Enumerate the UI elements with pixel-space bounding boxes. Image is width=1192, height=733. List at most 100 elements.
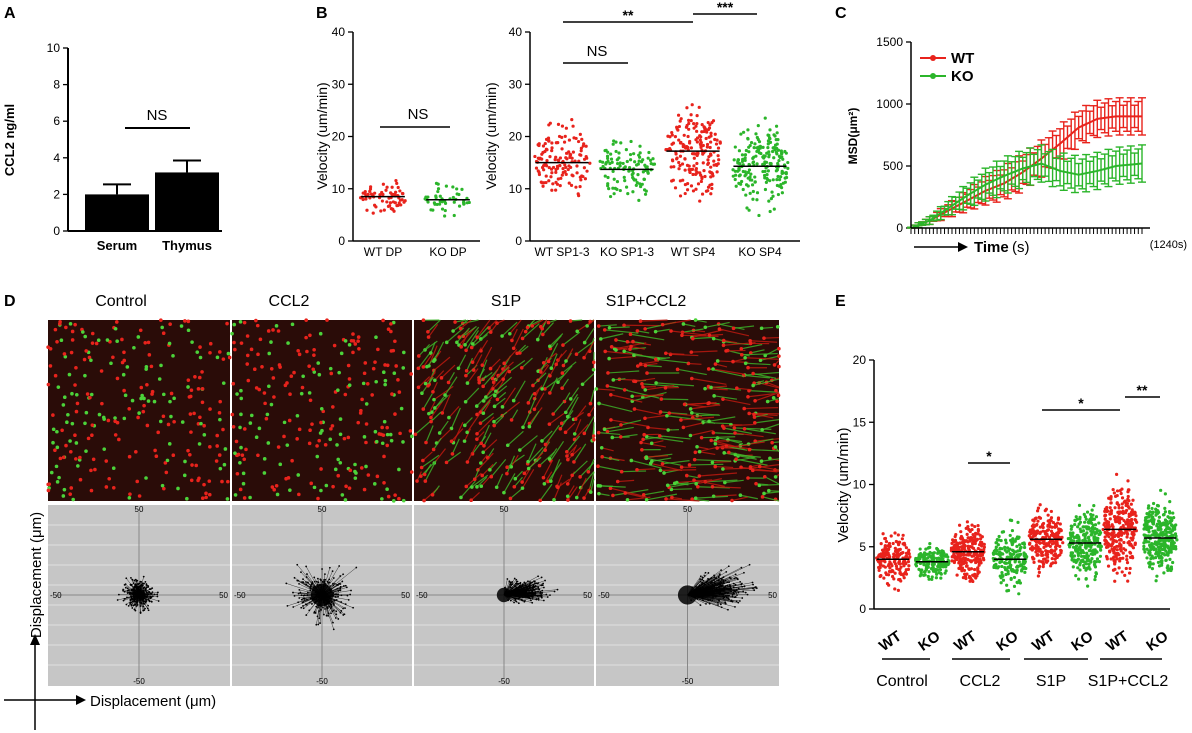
data-point [572,136,576,140]
d-cell-track [561,361,577,374]
data-point [736,169,740,173]
d-cell-track [723,427,752,435]
data-point [440,207,445,211]
d-cell [500,405,505,409]
d-cell [310,422,314,426]
d-cell [763,474,767,479]
d-cell-track [646,457,681,466]
d-track-end [317,623,320,626]
d-cell [693,318,698,322]
d-cell [430,492,435,497]
d-cell [171,354,175,358]
d-cell [263,401,267,406]
d-cell-track [662,460,690,465]
d-cell [645,371,649,375]
d-cell [399,406,404,411]
d-cell-track [744,428,776,435]
c-x-axis-unit: (s) [1012,239,1030,256]
d-cell-track [733,325,755,329]
d-cell [770,440,774,445]
d-cell [307,391,312,395]
d-track-end [328,578,331,581]
data-point [671,141,676,145]
d-cell [421,318,426,323]
d-cell-track [422,393,433,410]
data-point [753,142,757,146]
d-track-end [737,601,740,604]
data-point [618,188,622,193]
d-track-end [735,600,738,603]
d-cell [249,347,254,352]
d-cell [565,494,570,499]
d-track-end [529,581,531,583]
d-cell [444,460,449,465]
data-point [386,204,391,208]
d-track-end [342,614,345,616]
data-point [564,165,568,170]
d-cell [507,369,512,374]
d-cell [137,411,141,415]
d-cell-track [655,358,688,364]
data-point [614,149,618,154]
d-cell-track [478,359,488,381]
data-point [733,145,737,149]
d-cell [54,464,59,469]
d-cell [297,352,302,357]
d-cell [74,457,78,461]
d-cell [464,369,469,373]
d-cell [297,492,301,497]
d-track-end [298,597,301,599]
d-cell-track [621,470,647,473]
d-cell [511,346,516,351]
data-point [618,161,622,165]
data-point [628,152,633,157]
d-cell [353,462,357,467]
d-cell-track [483,391,497,402]
d-track-end [709,599,712,602]
d-cell [62,487,67,492]
d-cell [419,474,423,478]
d-cell [520,480,524,484]
d-cell [57,475,61,480]
d-cell-track [507,430,524,446]
d-track-end [718,593,721,596]
d-cell [78,455,82,460]
d-cell [449,426,454,431]
d-cell-track [537,364,550,381]
d-cell [357,346,361,351]
data-point [686,182,690,186]
d-track-end [725,595,727,597]
c-legend-ko-marker [930,73,936,79]
d-cell-track [656,382,694,387]
d-cell [653,357,658,362]
d-cell-track [670,330,707,336]
data-point [389,191,393,195]
d-track-end [524,584,526,587]
d-cell-track [502,366,510,380]
d-cell-track [712,460,732,464]
d-cell-track [705,479,738,483]
d-cell [609,344,614,349]
data-point [570,173,574,177]
data-point [716,154,720,158]
d-cell [218,466,223,471]
d-cell [136,335,141,339]
d-cell [408,429,413,433]
d-cell [375,474,380,479]
d-cell [53,373,58,378]
d-cell [431,447,436,452]
d-cell [588,401,593,406]
data-point [612,139,616,143]
d-cell [241,471,246,476]
data-point [638,144,642,148]
d-cell [233,451,237,455]
d-cell [139,396,143,401]
d-track-end [332,577,335,579]
d-cell [307,441,312,446]
d-cell [194,463,199,468]
d-cell [100,401,104,406]
d-cell [308,428,312,433]
d-track-end [743,585,746,588]
d-cell-track [610,487,647,498]
